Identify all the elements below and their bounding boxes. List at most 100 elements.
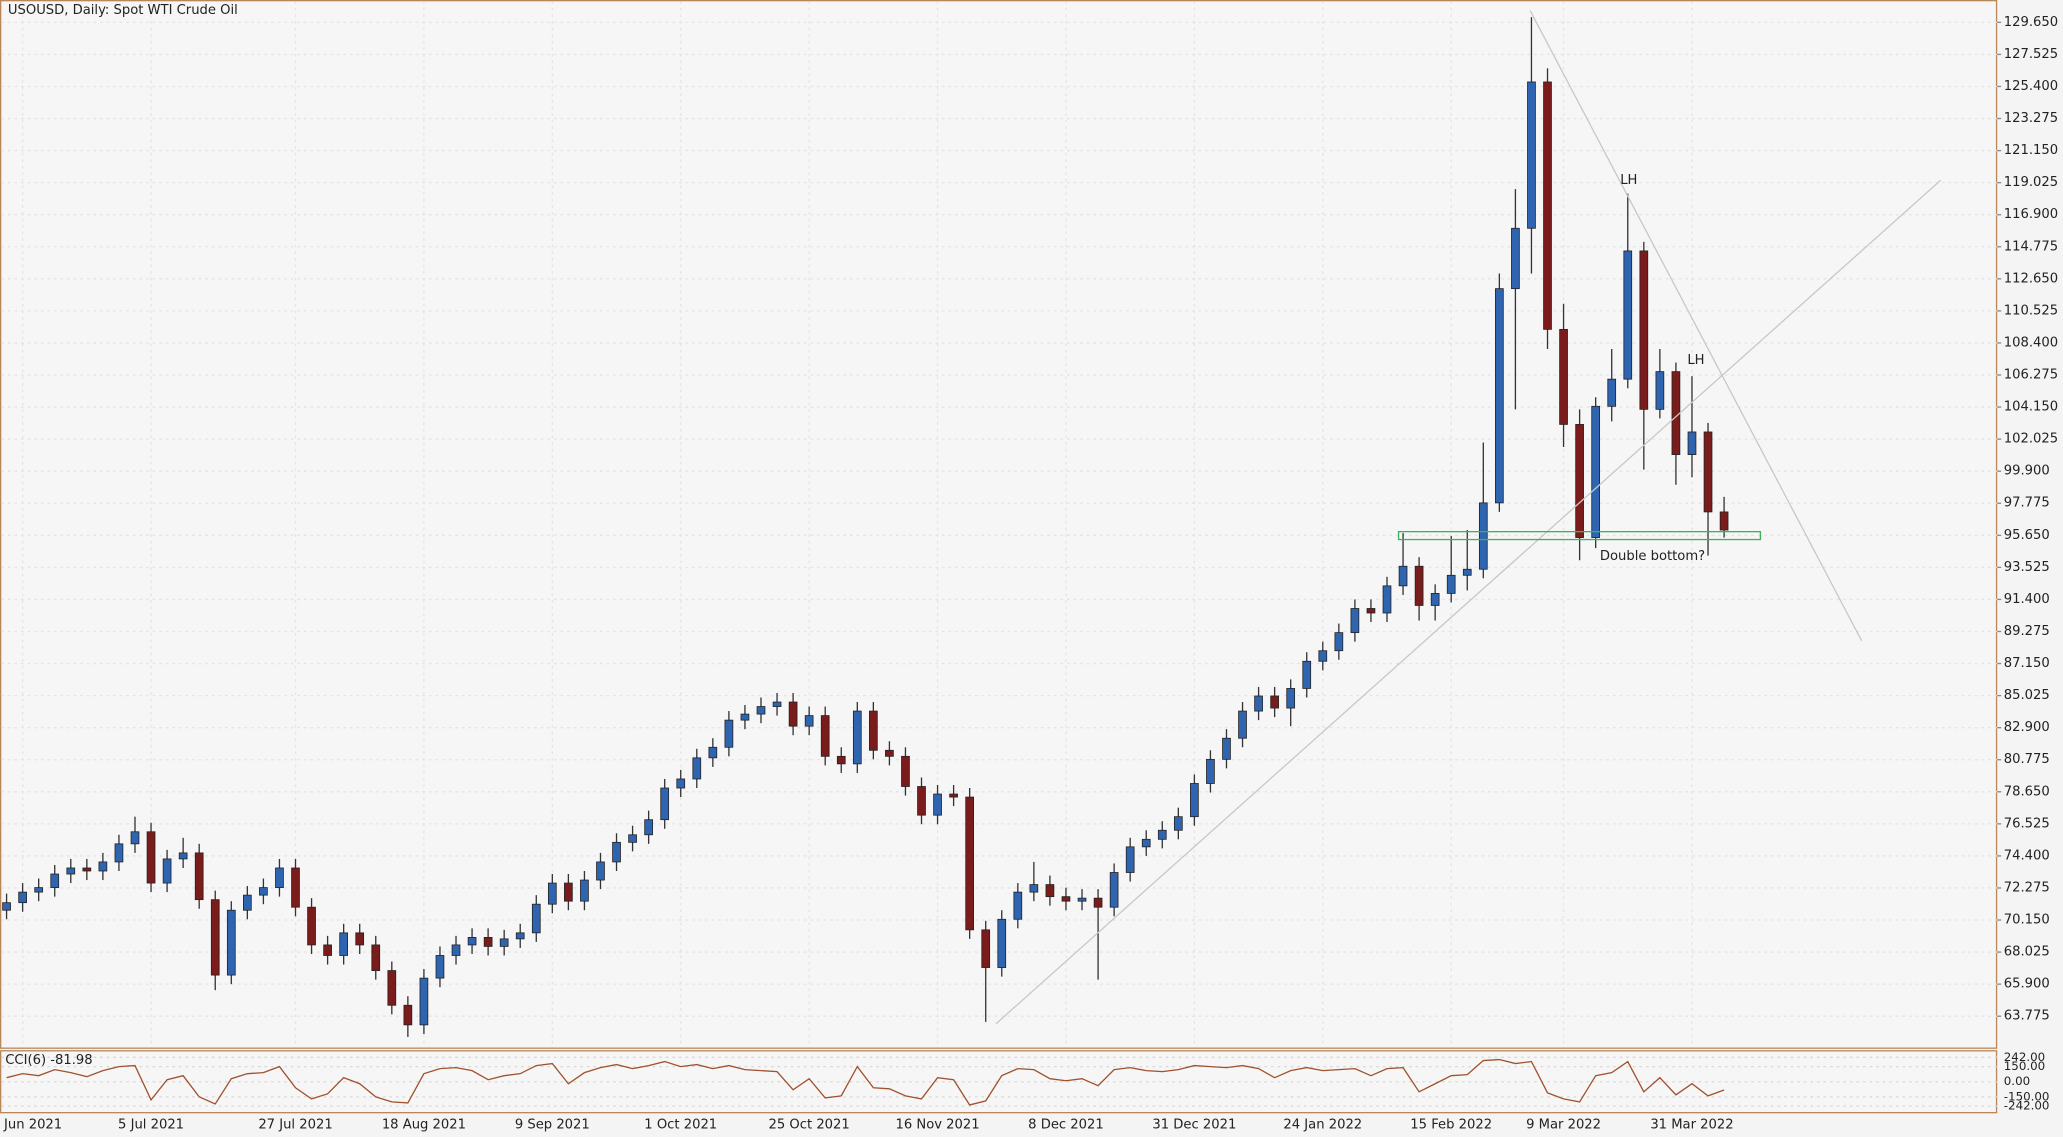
candle-body <box>1238 710 1247 739</box>
trend-line <box>1529 10 1863 642</box>
candle-body <box>483 936 493 947</box>
candle-body <box>724 719 734 748</box>
indicator-line <box>6 1058 1725 1106</box>
y-tick-label: 119.025 <box>2004 175 2058 190</box>
candle-body <box>1687 431 1697 455</box>
candle-body <box>435 955 445 979</box>
candle-body <box>1029 884 1039 893</box>
candle-body <box>1270 695 1279 709</box>
chart-title: USOUSD, Daily: Spot WTI Crude Oil <box>8 3 238 18</box>
y-tick-label: 89.275 <box>2004 624 2050 639</box>
candle-body <box>1511 227 1520 290</box>
candle-body <box>1575 424 1584 538</box>
candle-body <box>515 932 525 940</box>
grid <box>1 1 2002 1107</box>
candle-body <box>419 977 429 1026</box>
y-tick-label: 242.00 <box>2004 1050 2045 1064</box>
y-tick-label: 68.025 <box>2004 945 2050 960</box>
candle-body <box>243 894 252 911</box>
candle-body <box>259 887 268 896</box>
y-tick-label: 104.150 <box>2004 400 2058 415</box>
candle-body <box>1077 897 1087 902</box>
candle-body <box>1093 897 1103 908</box>
candle-body <box>965 796 975 931</box>
x-tick-label: 24 Jan 2022 <box>1283 1118 1362 1133</box>
y-tick-label: 110.525 <box>2004 303 2058 318</box>
y-tick-label: 121.150 <box>2004 143 2058 158</box>
candle-body <box>226 909 236 976</box>
y-tick-label: 123.275 <box>2004 111 2058 126</box>
candle-body <box>676 778 686 789</box>
x-tick-label: 8 Dec 2021 <box>1028 1118 1104 1133</box>
candle-body <box>949 793 958 798</box>
price-panel <box>0 0 1998 1049</box>
candle-body <box>547 882 557 905</box>
y-tick-label: -150.00 <box>2004 1089 2050 1103</box>
candle-body <box>50 873 60 888</box>
x-tick-label: 25 Oct 2021 <box>769 1118 850 1133</box>
y-tick-label: 108.400 <box>2004 335 2058 350</box>
y-tick-label: 76.525 <box>2004 816 2050 831</box>
y-tick-label: 125.400 <box>2004 79 2058 94</box>
candle-body <box>114 843 124 863</box>
candle-body <box>98 861 108 872</box>
y-tick-label: 0.00 <box>2004 1074 2030 1088</box>
y-tick-label: 112.650 <box>2004 271 2058 286</box>
candle-body <box>531 903 541 934</box>
candle-body <box>194 852 204 901</box>
y-tick-label: 80.775 <box>2004 752 2050 767</box>
candle-body <box>1350 608 1360 634</box>
y-tick-label: 82.900 <box>2004 720 2050 735</box>
candle-body <box>1639 250 1649 410</box>
candle-body <box>1462 568 1472 576</box>
candle-body <box>740 713 750 721</box>
candle-body <box>307 906 316 946</box>
candle-body <box>323 944 332 956</box>
candle-body <box>18 891 27 904</box>
support-zone <box>1397 530 1762 541</box>
x-tick-label: 9 Mar 2022 <box>1526 1118 1601 1133</box>
y-tick-label: 106.275 <box>2004 368 2058 383</box>
candle-body <box>885 749 894 757</box>
y-tick-label: 74.400 <box>2004 848 2050 863</box>
candle-body <box>1109 872 1119 908</box>
candle-body <box>1254 695 1263 712</box>
y-tick-label: 102.025 <box>2004 432 2058 447</box>
candle-body <box>82 867 92 872</box>
x-tick-label: 27 Jul 2021 <box>258 1118 332 1133</box>
y-tick-label: 85.025 <box>2004 688 2050 703</box>
candle-body <box>1671 371 1681 455</box>
x-tick-label: 18 Aug 2021 <box>382 1118 466 1133</box>
y-tick-label: -242.00 <box>2004 1099 2050 1113</box>
x-tick-label: 16 Nov 2021 <box>895 1118 979 1133</box>
annotation: LH <box>1620 173 1637 188</box>
candle-body <box>564 882 573 902</box>
x-tick-label: 15 Feb 2022 <box>1410 1118 1492 1133</box>
candle-body <box>1527 81 1536 229</box>
x-tick-label: 5 Jul 2021 <box>118 1118 184 1133</box>
candle-body <box>451 944 461 956</box>
candle-body <box>788 701 798 727</box>
candle-body <box>1061 896 1071 902</box>
candle-body <box>869 710 878 751</box>
candle-body <box>1591 405 1601 538</box>
candle-body <box>210 899 220 976</box>
candle-body <box>130 831 140 845</box>
candle-body <box>997 918 1007 968</box>
annotation: LH <box>1687 353 1704 368</box>
candle-body <box>146 831 156 884</box>
y-tick-label: 150.00 <box>2004 1059 2045 1073</box>
candle-body <box>820 715 830 757</box>
candle-body <box>1382 585 1392 614</box>
y-tick-label: 63.775 <box>2004 1009 2050 1024</box>
candle-body <box>660 787 670 821</box>
candle-body <box>1478 502 1488 570</box>
y-tick-label: 97.775 <box>2004 496 2050 511</box>
y-tick-label: 114.775 <box>2004 239 2058 254</box>
candle-body <box>1045 884 1055 898</box>
candle-body <box>66 867 76 875</box>
x-tick-label: 1 Oct 2021 <box>644 1118 717 1133</box>
candle-body <box>692 757 702 780</box>
y-tick-label: 91.400 <box>2004 592 2050 607</box>
